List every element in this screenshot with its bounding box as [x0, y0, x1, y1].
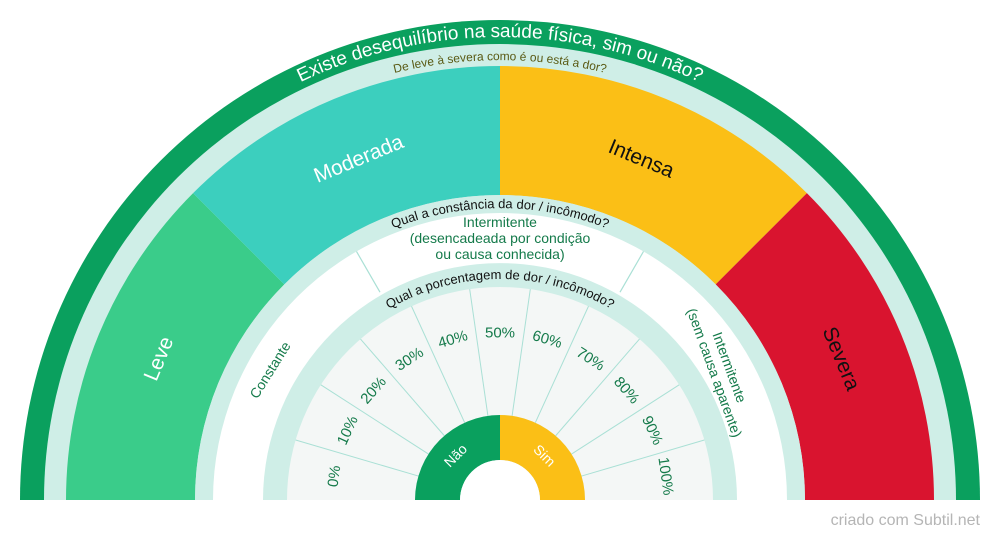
percentage-divider-8: [555, 338, 640, 437]
percentage-area: [287, 287, 713, 500]
center-hole: [460, 460, 540, 500]
severity-sector-4: [715, 193, 934, 500]
constancy-label-2: Intermitente (desencadeada por condição ou…: [410, 214, 591, 262]
severity-sector-3: [500, 66, 807, 285]
percentage-divider-9: [571, 384, 680, 455]
percentage-label-1: 0%: [324, 464, 344, 488]
severity-sector-2: [193, 66, 500, 285]
percentage-label-11: 100%: [654, 456, 676, 496]
percentage-label-6: 50%: [485, 324, 515, 341]
answer-sector-1: [415, 415, 500, 500]
percentage-divider-6: [511, 289, 531, 416]
credit-text: criado com Subtil.net: [830, 512, 980, 529]
percentage-divider-4: [411, 306, 466, 423]
percentage-divider-3: [360, 338, 445, 437]
constancy-divider-1: [355, 251, 381, 293]
answer-sector-2: [500, 415, 585, 500]
percentage-divider-10: [581, 439, 705, 477]
percentage-divider-7: [534, 306, 589, 423]
constancy-divider-2: [619, 251, 645, 293]
percentage-divider-2: [320, 384, 429, 455]
percentage-divider-1: [295, 439, 419, 477]
percentage-divider-5: [469, 289, 489, 416]
severity-sector-1: [66, 193, 285, 500]
